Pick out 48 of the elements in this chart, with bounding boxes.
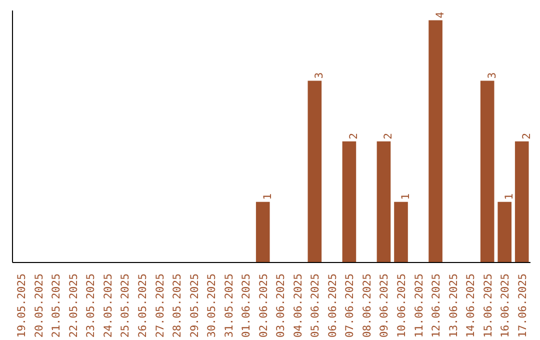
data-label: 1	[502, 194, 516, 200]
x-tick-label: 02.06.2025	[256, 274, 270, 338]
x-tick-label: 12.06.2025	[430, 274, 443, 338]
x-tick-label: 09.06.2025	[378, 274, 391, 338]
x-tick-label: 17.06.2025	[516, 274, 529, 338]
x-tick-label: 08.06.2025	[360, 274, 374, 338]
data-label: 1	[260, 194, 274, 200]
x-tick-label: 25.05.2025	[118, 274, 132, 338]
bar	[480, 80, 494, 262]
x-tick-label: 05.06.2025	[308, 274, 322, 338]
x-tick-label: 16.06.2025	[498, 274, 512, 338]
bar	[256, 202, 270, 262]
x-tick-label: 14.06.2025	[464, 274, 478, 338]
bar	[394, 202, 408, 262]
x-tick-label: 22.05.2025	[66, 274, 80, 338]
x-tick-label: 06.06.2025	[326, 274, 339, 338]
x-tick-label: 10.06.2025	[395, 274, 408, 338]
x-tick-label: 27.05.2025	[153, 274, 166, 338]
x-tick-label: 23.05.2025	[84, 274, 98, 338]
x-tick-label: 31.05.2025	[222, 274, 236, 338]
x-tick-label: 29.05.2025	[188, 274, 201, 338]
x-tick-label: 24.05.2025	[101, 274, 114, 338]
x-tick-label: 28.05.2025	[170, 274, 184, 338]
x-tick-label: 26.05.2025	[136, 274, 149, 338]
x-tick-label: 21.05.2025	[50, 274, 63, 338]
x-tick-label: 07.06.2025	[343, 274, 356, 338]
x-tick-label: 11.06.2025	[412, 274, 426, 338]
bar	[342, 141, 356, 262]
bar	[428, 20, 442, 262]
x-tick-label: 19.05.2025	[15, 274, 28, 338]
data-label: 1	[399, 194, 412, 200]
bar	[514, 141, 529, 262]
bar	[498, 202, 512, 262]
data-label: 4	[434, 12, 447, 18]
data-label: 2	[347, 132, 360, 140]
x-tick-label: 04.06.2025	[291, 274, 304, 338]
x-tick-label: 15.06.2025	[481, 274, 494, 338]
x-tick-label: 20.05.2025	[32, 274, 46, 338]
bar	[308, 80, 322, 262]
data-label: 3	[485, 72, 498, 79]
x-tick-label: 01.06.2025	[240, 274, 253, 338]
bar	[376, 141, 391, 262]
data-label: 3	[312, 72, 326, 79]
data-label: 2	[520, 132, 533, 140]
data-label: 2	[382, 132, 395, 140]
x-tick-label: 30.05.2025	[205, 274, 218, 338]
x-tick-label: 03.06.2025	[274, 274, 288, 338]
x-tick-label: 13.06.2025	[446, 274, 460, 338]
